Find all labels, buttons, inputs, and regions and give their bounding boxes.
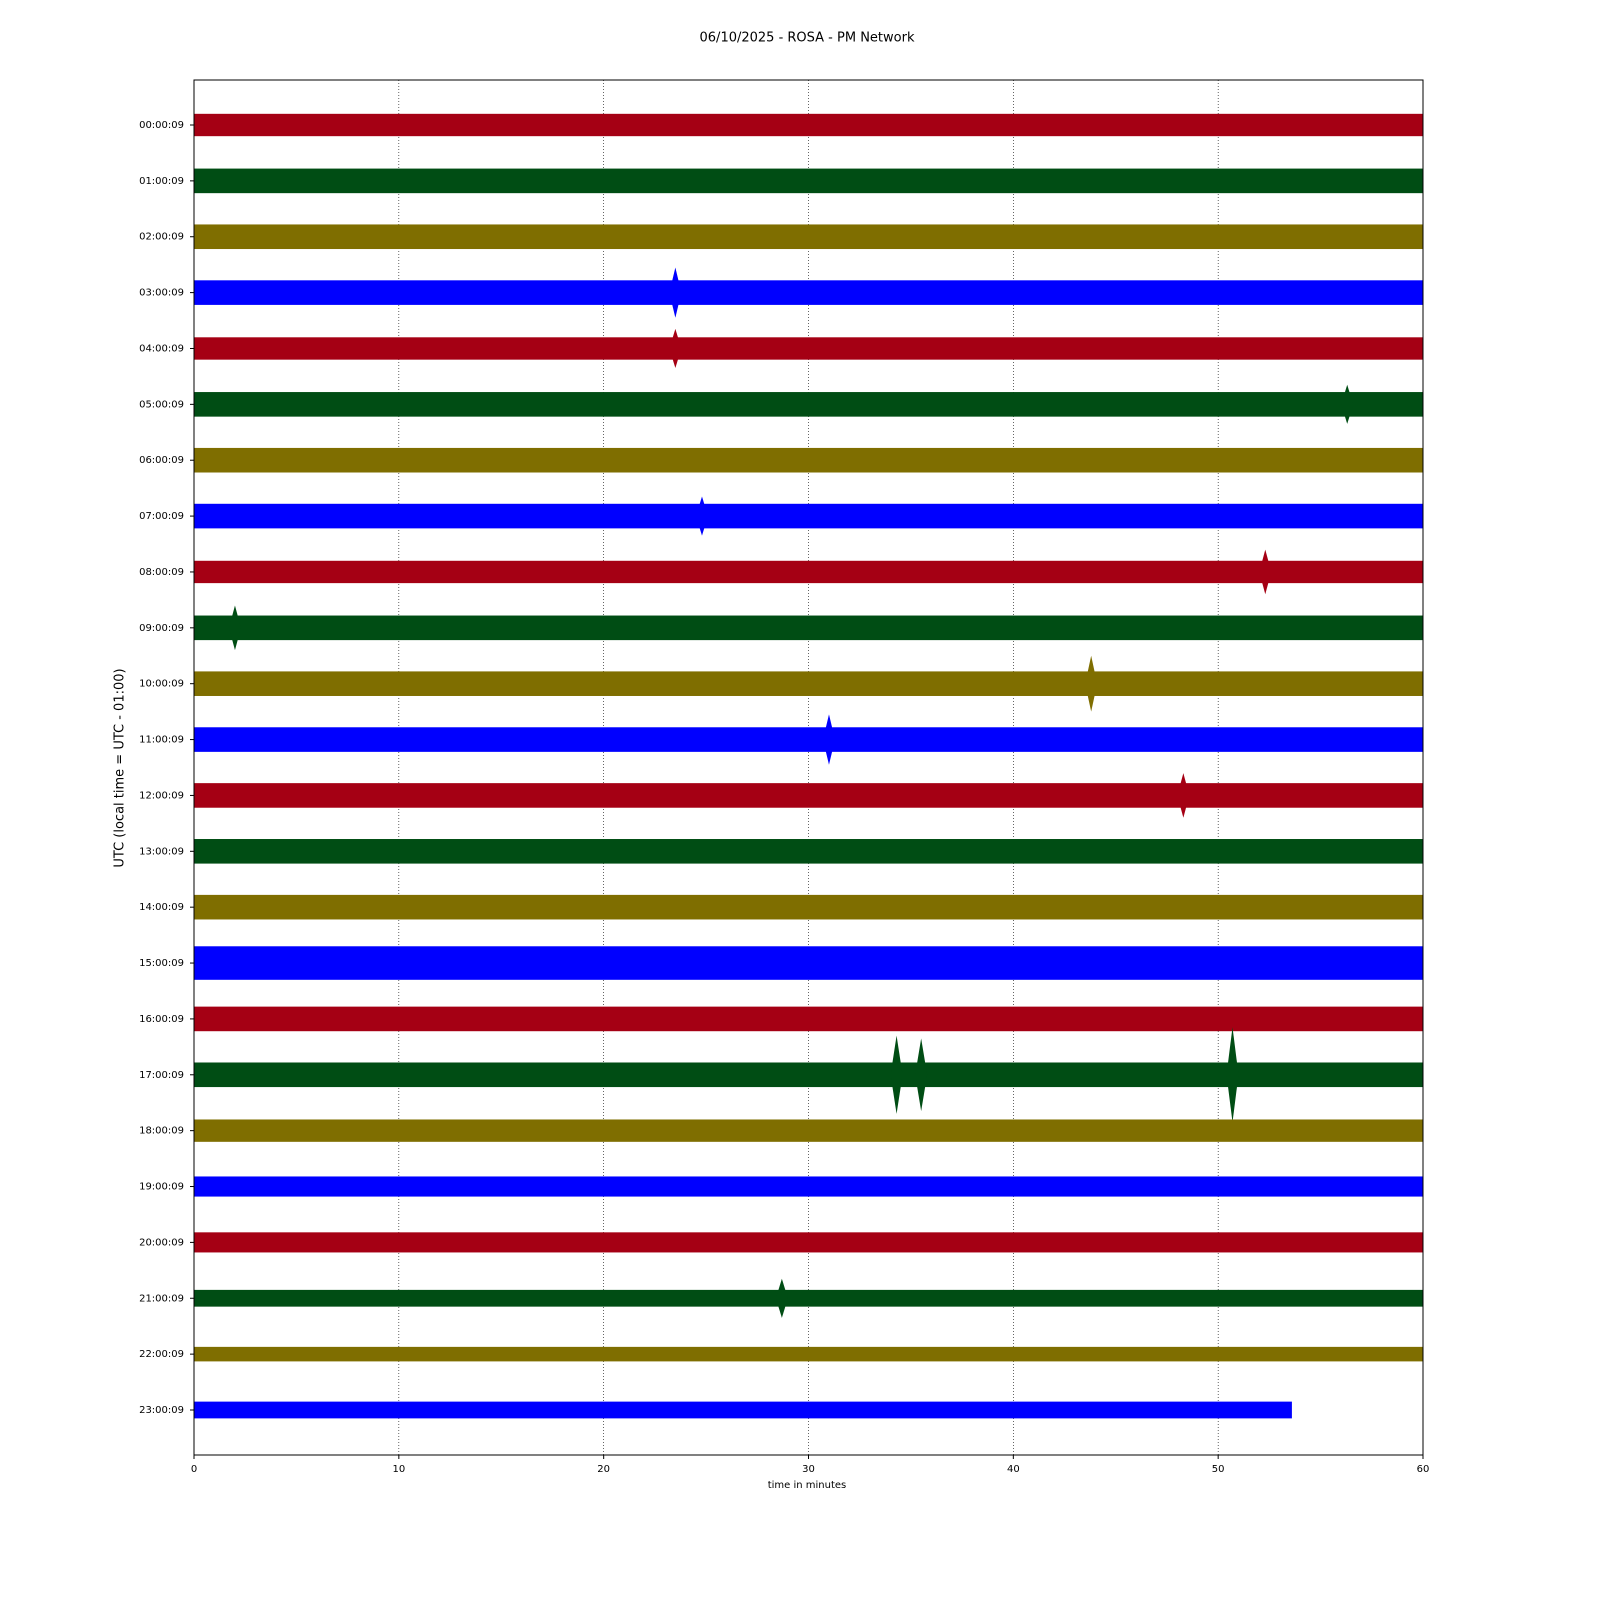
y-tick-label: 06:00:09: [139, 455, 184, 466]
y-tick-label: 20:00:09: [139, 1237, 184, 1248]
trace: [194, 337, 1423, 360]
trace: [194, 113, 1423, 137]
y-tick-label: 19:00:09: [139, 1182, 184, 1193]
x-tick-label: 20: [597, 1464, 610, 1475]
trace: [194, 1119, 1423, 1142]
y-tick-label: 18:00:09: [139, 1126, 184, 1137]
trace: [194, 224, 1423, 250]
spike: [1085, 655, 1098, 712]
trace: [194, 727, 1423, 752]
spike: [890, 1035, 903, 1114]
y-tick-label: 02:00:09: [139, 232, 184, 243]
x-tick-label: 50: [1212, 1464, 1225, 1475]
y-tick-label: 01:00:09: [139, 176, 184, 187]
x-axis-label: time in minutes: [768, 1480, 847, 1491]
spike: [669, 328, 682, 369]
trace: [194, 1232, 1423, 1253]
y-tick-label: 17:00:09: [139, 1070, 184, 1081]
y-tick-label: 05:00:09: [139, 399, 184, 410]
y-tick-label: 00:00:09: [139, 120, 184, 131]
trace: [194, 1176, 1423, 1197]
spike: [1341, 384, 1354, 424]
trace: [194, 946, 1423, 980]
y-tick-label: 13:00:09: [139, 846, 184, 857]
x-tick-label: 40: [1007, 1464, 1020, 1475]
spike: [1259, 549, 1272, 595]
trace: [194, 783, 1423, 808]
y-axis-label: UTC (local time = UTC - 01:00): [113, 668, 128, 867]
spike: [695, 496, 708, 536]
trace: [194, 1289, 1423, 1307]
x-tick-label: 60: [1417, 1464, 1430, 1475]
y-tick-label: 04:00:09: [139, 343, 184, 354]
spike: [775, 1278, 788, 1318]
spike: [669, 267, 682, 318]
x-tick-label: 30: [802, 1464, 815, 1475]
trace: [194, 447, 1423, 473]
spike: [915, 1038, 928, 1112]
plot-frame: [193, 79, 1424, 1456]
trace: [194, 1006, 1423, 1032]
y-tick-label: 03:00:09: [139, 288, 184, 299]
trace: [194, 1346, 1423, 1362]
y-tick-label: 09:00:09: [139, 623, 184, 634]
trace: [194, 1062, 1423, 1088]
trace: [194, 503, 1423, 529]
spike: [228, 605, 241, 651]
y-tick-label: 22:00:09: [139, 1349, 184, 1360]
y-tick-label: 08:00:09: [139, 567, 184, 578]
y-tick-label: 10:00:09: [139, 679, 184, 690]
trace: [194, 392, 1423, 417]
chart-title: 06/10/2025 - ROSA - PM Network: [700, 31, 915, 46]
y-tick-label: 21:00:09: [139, 1293, 184, 1304]
trace: [194, 280, 1423, 305]
spike: [1226, 1027, 1239, 1123]
x-tick-label: 0: [191, 1464, 197, 1475]
trace: [194, 615, 1423, 641]
y-tick-label: 15:00:09: [139, 958, 184, 969]
trace: [194, 168, 1423, 194]
x-tick-label: 10: [392, 1464, 405, 1475]
trace: [194, 671, 1423, 696]
y-tick-label: 11:00:09: [139, 735, 184, 746]
y-tick-label: 12:00:09: [139, 790, 184, 801]
trace: [194, 1401, 1292, 1419]
y-tick-label: 23:00:09: [139, 1405, 184, 1416]
y-tick-label: 16:00:09: [139, 1014, 184, 1025]
y-tick-label: 07:00:09: [139, 511, 184, 522]
trace: [194, 894, 1423, 920]
y-tick-label: 14:00:09: [139, 902, 184, 913]
trace: [194, 839, 1423, 864]
spike: [822, 714, 835, 765]
spike: [1177, 773, 1190, 818]
trace: [194, 560, 1423, 584]
